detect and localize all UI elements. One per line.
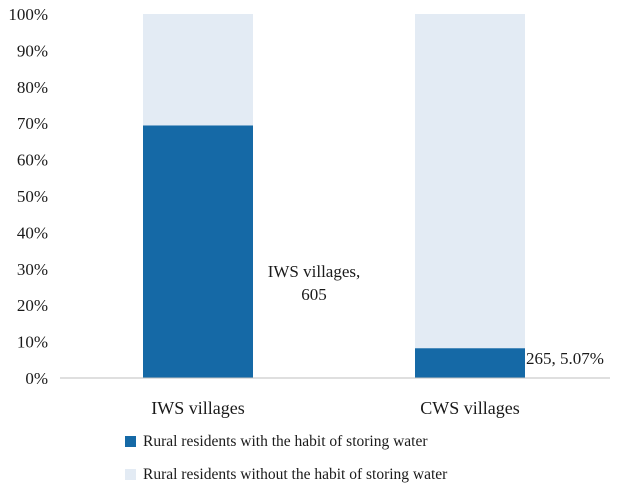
legend-swatch [125, 436, 136, 447]
y-tick-label: 20% [17, 296, 48, 315]
legend-label: Rural residents with the habit of storin… [143, 433, 428, 450]
bar-without-habit-0 [143, 14, 253, 126]
y-tick-label: 60% [17, 151, 48, 170]
data-label: IWS villages, [268, 262, 361, 281]
y-tick-label: 0% [25, 369, 48, 388]
y-tick-label: 70% [17, 114, 48, 133]
legend-label: Rural residents without the habit of sto… [143, 466, 448, 483]
legend-swatch [125, 469, 136, 480]
bar-with-habit-1 [415, 348, 525, 378]
y-tick-label: 50% [17, 187, 48, 206]
data-label: 605 [301, 285, 327, 304]
y-tick-label: 40% [17, 223, 48, 242]
y-tick-label: 100% [8, 5, 48, 24]
y-tick-label: 80% [17, 78, 48, 97]
x-category-label: CWS villages [420, 398, 520, 418]
y-tick-label: 30% [17, 260, 48, 279]
x-category-label: IWS villages [151, 398, 244, 418]
bar-with-habit-0 [143, 125, 253, 378]
bar-without-habit-1 [415, 14, 525, 349]
data-label: 265, 5.07% [526, 349, 604, 368]
y-tick-label: 90% [17, 41, 48, 60]
y-tick-label: 10% [17, 333, 48, 352]
